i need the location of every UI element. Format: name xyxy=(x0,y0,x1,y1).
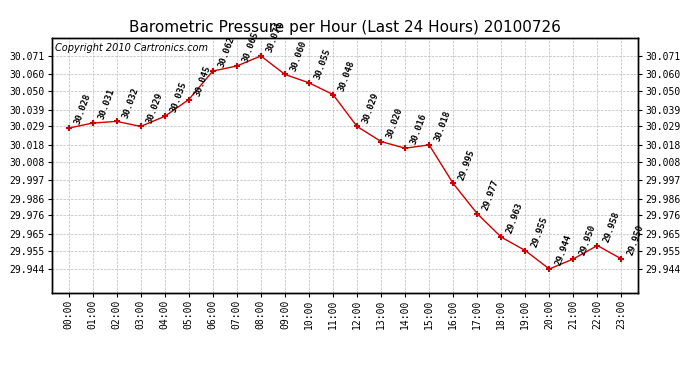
Text: Copyright 2010 Cartronics.com: Copyright 2010 Cartronics.com xyxy=(55,43,208,52)
Text: 30.060: 30.060 xyxy=(289,39,308,72)
Text: 30.018: 30.018 xyxy=(433,110,453,143)
Text: 30.035: 30.035 xyxy=(169,81,188,114)
Text: 30.045: 30.045 xyxy=(193,64,213,98)
Text: 30.048: 30.048 xyxy=(337,59,357,92)
Text: 30.029: 30.029 xyxy=(361,91,381,124)
Text: 30.032: 30.032 xyxy=(121,86,140,119)
Text: 29.950: 29.950 xyxy=(578,224,597,257)
Text: 30.016: 30.016 xyxy=(409,112,428,146)
Text: 29.958: 29.958 xyxy=(602,210,621,243)
Text: 30.071: 30.071 xyxy=(265,20,284,54)
Text: 29.977: 29.977 xyxy=(482,178,501,212)
Text: 30.065: 30.065 xyxy=(241,30,261,64)
Text: 30.062: 30.062 xyxy=(217,36,237,69)
Text: 30.055: 30.055 xyxy=(313,47,333,81)
Text: 30.020: 30.020 xyxy=(385,106,405,140)
Text: 30.031: 30.031 xyxy=(97,87,117,121)
Text: 30.028: 30.028 xyxy=(72,93,92,126)
Text: 30.029: 30.029 xyxy=(145,91,164,124)
Text: 29.955: 29.955 xyxy=(529,215,549,248)
Text: 29.963: 29.963 xyxy=(505,202,525,235)
Text: 29.995: 29.995 xyxy=(457,148,477,181)
Text: 29.950: 29.950 xyxy=(626,224,645,257)
Title: Barometric Pressure per Hour (Last 24 Hours) 20100726: Barometric Pressure per Hour (Last 24 Ho… xyxy=(129,20,561,35)
Text: 29.944: 29.944 xyxy=(553,234,573,267)
